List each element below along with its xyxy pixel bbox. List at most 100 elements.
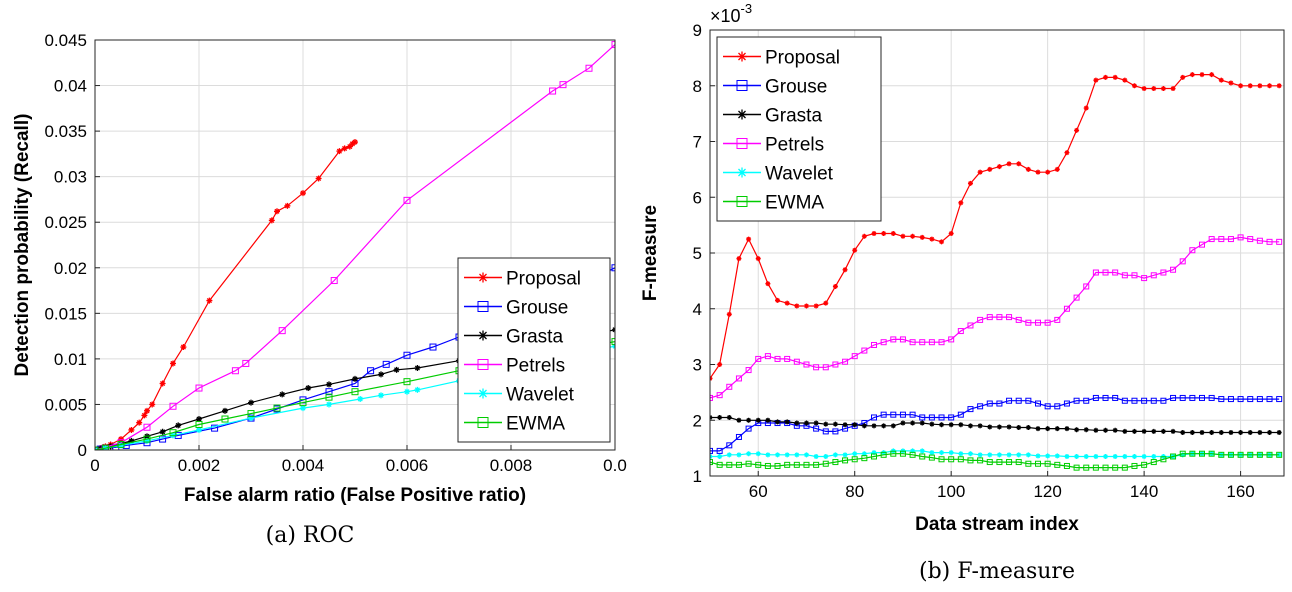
data-point bbox=[1064, 150, 1070, 156]
data-point bbox=[929, 421, 935, 427]
series-line bbox=[710, 397, 1280, 452]
data-point bbox=[1015, 459, 1022, 466]
roc-caption: (a) ROC bbox=[266, 523, 355, 548]
data-point bbox=[1160, 428, 1166, 434]
data-point bbox=[880, 411, 887, 418]
data-point bbox=[996, 452, 1002, 458]
data-point bbox=[1180, 430, 1186, 436]
data-point bbox=[1025, 424, 1031, 430]
data-point bbox=[1276, 396, 1283, 403]
data-point bbox=[939, 450, 945, 456]
data-point bbox=[341, 145, 348, 152]
data-point bbox=[726, 442, 733, 449]
data-point bbox=[1131, 428, 1137, 434]
data-point bbox=[1073, 294, 1080, 301]
data-point bbox=[196, 426, 202, 433]
data-point bbox=[1141, 428, 1147, 434]
legend-item-proposal: Proposal bbox=[723, 48, 840, 69]
data-point bbox=[349, 140, 356, 147]
data-point bbox=[611, 264, 615, 272]
data-point bbox=[890, 411, 897, 418]
data-point bbox=[1006, 314, 1013, 321]
data-point bbox=[1074, 427, 1080, 433]
data-point bbox=[549, 87, 557, 95]
data-point bbox=[175, 422, 182, 429]
f-measure-chart: 60 80 100 120 140 160 1 2 3 4 5 6 7 8 9 ×10-3 Data str… bbox=[640, 1, 1285, 584]
legend-item-ewma: EWMA bbox=[723, 193, 824, 214]
legend-marker bbox=[478, 388, 488, 399]
data-point bbox=[735, 433, 742, 440]
data-point bbox=[1025, 319, 1032, 326]
data-point bbox=[1121, 464, 1128, 471]
data-point bbox=[938, 456, 945, 463]
data-point bbox=[948, 230, 954, 236]
legend-marker bbox=[477, 417, 489, 428]
data-point bbox=[765, 281, 771, 287]
data-point bbox=[1044, 403, 1051, 410]
data-point bbox=[378, 392, 384, 399]
roc-x-axis-title: False alarm ratio (False Positive ratio) bbox=[184, 485, 526, 506]
data-point bbox=[1141, 397, 1148, 404]
data-point bbox=[909, 411, 916, 418]
data-point bbox=[1237, 451, 1244, 458]
data-point bbox=[1247, 451, 1254, 458]
data-point bbox=[1256, 396, 1263, 403]
data-point bbox=[977, 423, 983, 429]
data-point bbox=[726, 311, 732, 317]
data-point bbox=[429, 343, 437, 351]
data-point bbox=[958, 200, 964, 206]
data-point bbox=[794, 452, 800, 458]
data-point bbox=[736, 417, 742, 423]
data-point bbox=[1015, 316, 1022, 323]
data-point bbox=[803, 420, 809, 426]
data-point bbox=[1083, 105, 1089, 111]
data-point bbox=[871, 453, 877, 460]
data-point bbox=[764, 462, 771, 469]
data-point bbox=[832, 452, 838, 458]
data-point bbox=[803, 452, 809, 458]
data-point bbox=[871, 230, 877, 236]
data-point bbox=[890, 450, 897, 457]
data-point bbox=[1218, 77, 1224, 83]
data-point bbox=[611, 338, 615, 346]
data-point bbox=[726, 461, 733, 468]
y-tick-label: 0.045 bbox=[44, 31, 87, 50]
y-tick-label: 4 bbox=[693, 300, 702, 319]
fm-exponent-base: ×10 bbox=[710, 6, 741, 26]
data-point bbox=[1208, 236, 1215, 243]
data-point bbox=[793, 461, 800, 468]
data-point bbox=[1218, 451, 1225, 458]
data-point bbox=[221, 415, 229, 423]
data-point bbox=[852, 247, 858, 253]
y-tick-label: 0 bbox=[78, 441, 87, 460]
data-point bbox=[1006, 459, 1013, 466]
data-point bbox=[745, 460, 752, 467]
legend-item-grasta: Grasta bbox=[464, 327, 563, 348]
data-point bbox=[1170, 428, 1176, 434]
y-tick-label: 0.025 bbox=[44, 213, 87, 232]
data-point bbox=[735, 461, 742, 468]
data-point bbox=[813, 453, 819, 459]
data-point bbox=[1025, 452, 1031, 458]
legend-marker bbox=[478, 330, 488, 341]
data-point bbox=[1016, 161, 1022, 167]
data-point bbox=[1238, 430, 1244, 436]
data-point bbox=[144, 407, 150, 414]
data-point bbox=[813, 461, 820, 468]
data-point bbox=[832, 283, 838, 289]
series-petrels bbox=[710, 234, 1283, 401]
data-point bbox=[1199, 394, 1205, 401]
legend-label: Proposal bbox=[765, 48, 840, 69]
data-point bbox=[1276, 451, 1283, 458]
data-point bbox=[206, 297, 213, 304]
data-point bbox=[128, 437, 135, 444]
data-point bbox=[928, 339, 935, 346]
data-point bbox=[967, 406, 974, 413]
data-point bbox=[881, 423, 887, 429]
data-point bbox=[851, 456, 858, 463]
legend-item-proposal: Proposal bbox=[464, 269, 581, 290]
data-point bbox=[832, 361, 839, 368]
y-tick-label: 0.04 bbox=[54, 77, 87, 96]
data-point bbox=[1083, 453, 1089, 459]
data-point bbox=[1054, 316, 1061, 323]
